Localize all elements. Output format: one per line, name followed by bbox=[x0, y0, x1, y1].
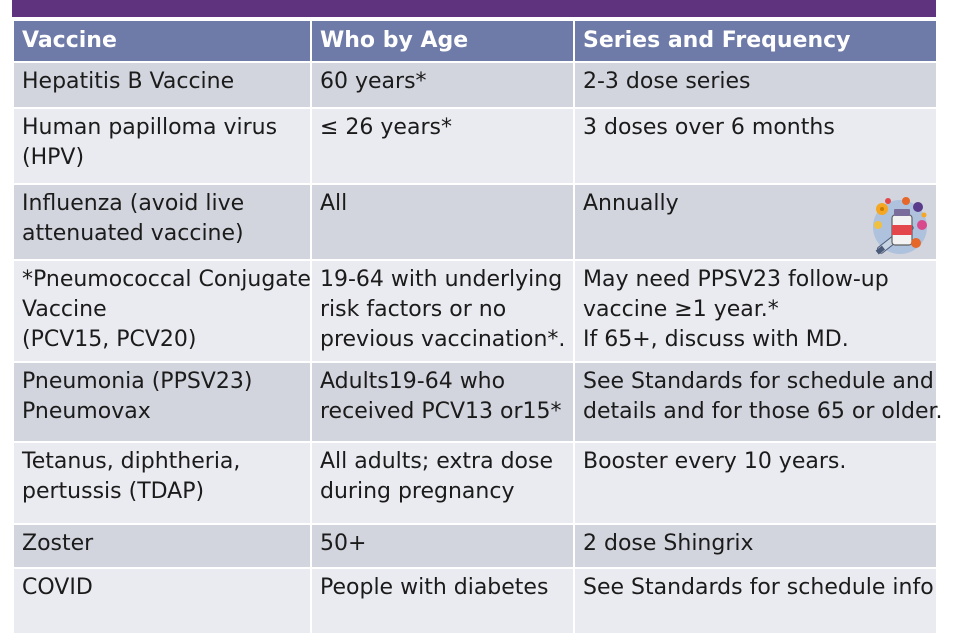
vaccine-cell: *Pneumococcal Conjugate Vaccine (PCV15, … bbox=[12, 259, 312, 363]
header-vaccine: Vaccine bbox=[12, 19, 312, 63]
cell-line: 3 doses over 6 months bbox=[583, 115, 835, 140]
cell-line: during pregnancy bbox=[320, 479, 515, 504]
vaccine-cell: Hepatitis B Vaccine bbox=[12, 61, 312, 109]
series-cell: 2 dose Shingrix bbox=[573, 523, 938, 569]
who-cell: ≤ 26 years* bbox=[310, 107, 575, 185]
cell-line: risk factors or no bbox=[320, 297, 507, 322]
vaccine-cell: Zoster bbox=[12, 523, 312, 569]
table-row-zoster: Zoster 50+ 2 dose Shingrix bbox=[12, 523, 938, 569]
cell-line: vaccine ≥1 year.* bbox=[583, 297, 779, 322]
who-cell: Adults19-64 who received PCV13 or15* bbox=[310, 361, 575, 443]
cell-line: Tetanus, diphtheria, bbox=[22, 449, 241, 474]
series-cell: Annually bbox=[573, 183, 938, 261]
vaccine-cell: Pneumonia (PPSV23) Pneumovax bbox=[12, 361, 312, 443]
cell-line: COVID bbox=[22, 575, 93, 600]
cell-line: Booster every 10 years. bbox=[583, 449, 847, 474]
table-row-pneumonia-ppsv23: Pneumonia (PPSV23) Pneumovax Adults19-64… bbox=[12, 361, 943, 443]
cell-line: ≤ 26 years* bbox=[320, 115, 452, 140]
cell-line: (PCV15, PCV20) bbox=[22, 327, 197, 352]
cell-line: Annually bbox=[583, 191, 679, 216]
series-cell: See Standards for schedule info bbox=[573, 567, 938, 635]
cell-line: Influenza (avoid live bbox=[22, 191, 245, 216]
vaccine-vial-syringe-icon bbox=[873, 197, 927, 255]
cell-line: If 65+, discuss with MD. bbox=[583, 327, 849, 352]
table-row-hpv: Human papilloma virus (HPV) ≤ 26 years* … bbox=[12, 107, 938, 185]
series-cell: May need PPSV23 follow-up vaccine ≥1 yea… bbox=[573, 259, 938, 363]
cell-line: See Standards for schedule and bbox=[583, 369, 934, 394]
cell-line: Adults19-64 who bbox=[320, 369, 506, 394]
vaccine-cell: COVID bbox=[12, 567, 312, 635]
series-cell: Booster every 10 years. bbox=[573, 441, 938, 525]
cell-line: received PCV13 or15* bbox=[320, 399, 562, 424]
table-row-tdap: Tetanus, diphtheria, pertussis (TDAP) Al… bbox=[12, 441, 938, 525]
who-cell: 60 years* bbox=[310, 61, 575, 109]
header-row: Vaccine Who by Age Series and Frequency bbox=[12, 19, 938, 63]
table-row-hepatitis-b: Hepatitis B Vaccine 60 years* 2-3 dose s… bbox=[12, 61, 938, 109]
cell-line: (HPV) bbox=[22, 145, 85, 170]
vaccine-table: Vaccine Who by Age Series and Frequency … bbox=[12, 19, 943, 635]
header-who-by-age: Who by Age bbox=[310, 19, 575, 63]
cell-line: Human papilloma virus bbox=[22, 115, 278, 140]
who-cell: 19-64 with underlying risk factors or no… bbox=[310, 259, 575, 363]
cell-line: previous vaccination*. bbox=[320, 327, 566, 352]
cell-line: pertussis (TDAP) bbox=[22, 479, 205, 504]
cell-line: 2-3 dose series bbox=[583, 69, 751, 94]
series-cell: See Standards for schedule and details a… bbox=[573, 361, 943, 443]
cell-line: Zoster bbox=[22, 531, 94, 556]
series-cell: 2-3 dose series bbox=[573, 61, 938, 109]
who-cell: 50+ bbox=[310, 523, 575, 569]
cell-line: 19-64 with underlying bbox=[320, 267, 563, 292]
cell-line: *Pneumococcal Conjugate bbox=[22, 267, 311, 292]
cell-line: Pneumonia (PPSV23) bbox=[22, 369, 253, 394]
slide-title-bar bbox=[12, 0, 936, 17]
table-row-influenza: Influenza (avoid live attenuated vaccine… bbox=[12, 183, 938, 261]
table-row-covid: COVID People with diabetes See Standards… bbox=[12, 567, 938, 635]
table-row-pneumococcal-conjugate: *Pneumococcal Conjugate Vaccine (PCV15, … bbox=[12, 259, 938, 363]
cell-line: Vaccine bbox=[22, 297, 107, 322]
vaccine-cell: Human papilloma virus (HPV) bbox=[12, 107, 312, 185]
cell-line: details and for those 65 or older. bbox=[583, 399, 943, 424]
cell-line: 50+ bbox=[320, 531, 367, 556]
series-cell: 3 doses over 6 months bbox=[573, 107, 938, 185]
cell-line: 60 years* bbox=[320, 69, 427, 94]
vaccine-cell: Influenza (avoid live attenuated vaccine… bbox=[12, 183, 312, 261]
cell-line: People with diabetes bbox=[320, 575, 549, 600]
who-cell: All adults; extra dose during pregnancy bbox=[310, 441, 575, 525]
cell-line: See Standards for schedule info bbox=[583, 575, 934, 600]
cell-line: All bbox=[320, 191, 348, 216]
cell-line: 2 dose Shingrix bbox=[583, 531, 754, 556]
who-cell: People with diabetes bbox=[310, 567, 575, 635]
cell-line: All adults; extra dose bbox=[320, 449, 553, 474]
cell-line: May need PPSV23 follow-up bbox=[583, 267, 889, 292]
who-cell: All bbox=[310, 183, 575, 261]
cell-line: attenuated vaccine) bbox=[22, 221, 244, 246]
header-series-frequency: Series and Frequency bbox=[573, 19, 938, 63]
cell-line: Hepatitis B Vaccine bbox=[22, 69, 235, 94]
vaccine-cell: Tetanus, diphtheria, pertussis (TDAP) bbox=[12, 441, 312, 525]
cell-line: Pneumovax bbox=[22, 399, 151, 424]
